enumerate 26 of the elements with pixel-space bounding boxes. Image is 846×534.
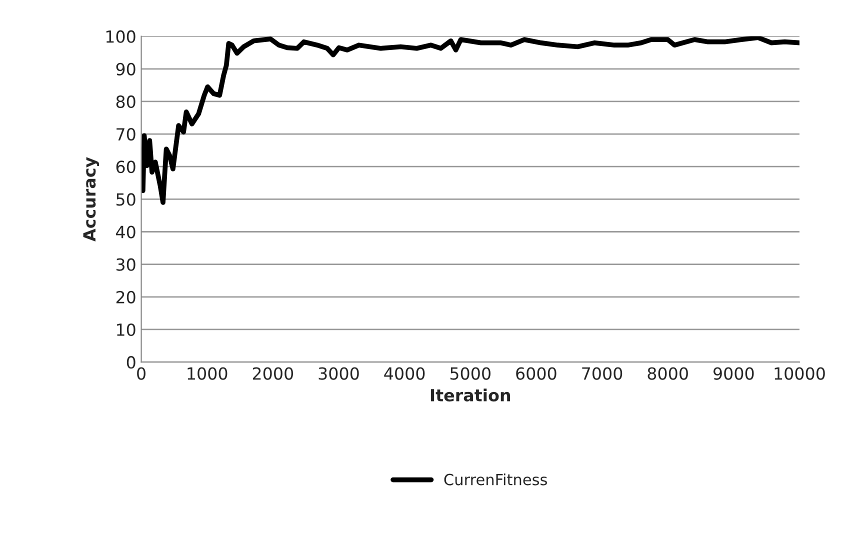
y-tick-label: 80 — [116, 95, 136, 108]
y-tick-label: 90 — [116, 62, 136, 76]
y-tick-label: 30 — [116, 258, 136, 271]
y-tick-label: 50 — [116, 193, 136, 206]
y-tick-label: 70 — [116, 128, 136, 141]
y-tick-label: 40 — [116, 226, 136, 238]
y-axis-title: Accuracy — [83, 157, 100, 242]
x-tick-label: 7000 — [582, 367, 622, 380]
legend-label: CurrenFitness — [444, 474, 547, 486]
x-tick-label: 8000 — [648, 367, 688, 380]
x-axis-title: Iteration — [430, 388, 510, 402]
x-tick-label: 3000 — [318, 367, 359, 380]
x-tick-label: 1000 — [188, 367, 228, 380]
line-series — [141, 36, 800, 205]
x-tick-label: 4000 — [384, 367, 425, 380]
x-tick-label: 0 — [137, 367, 146, 380]
x-tick-label: 5000 — [450, 367, 490, 380]
y-tick-label: 10 — [117, 323, 136, 336]
x-tick-label: 2000 — [252, 367, 294, 380]
y-tick-label: 100 — [106, 30, 136, 43]
y-tick-label: 0 — [126, 356, 136, 369]
x-tick-label: 10000 — [774, 367, 825, 380]
y-tick-label: 60 — [116, 160, 136, 174]
x-tick-label: 9000 — [713, 367, 754, 380]
y-tick-label: 20 — [116, 290, 136, 304]
x-tick-label: 6000 — [516, 367, 556, 380]
